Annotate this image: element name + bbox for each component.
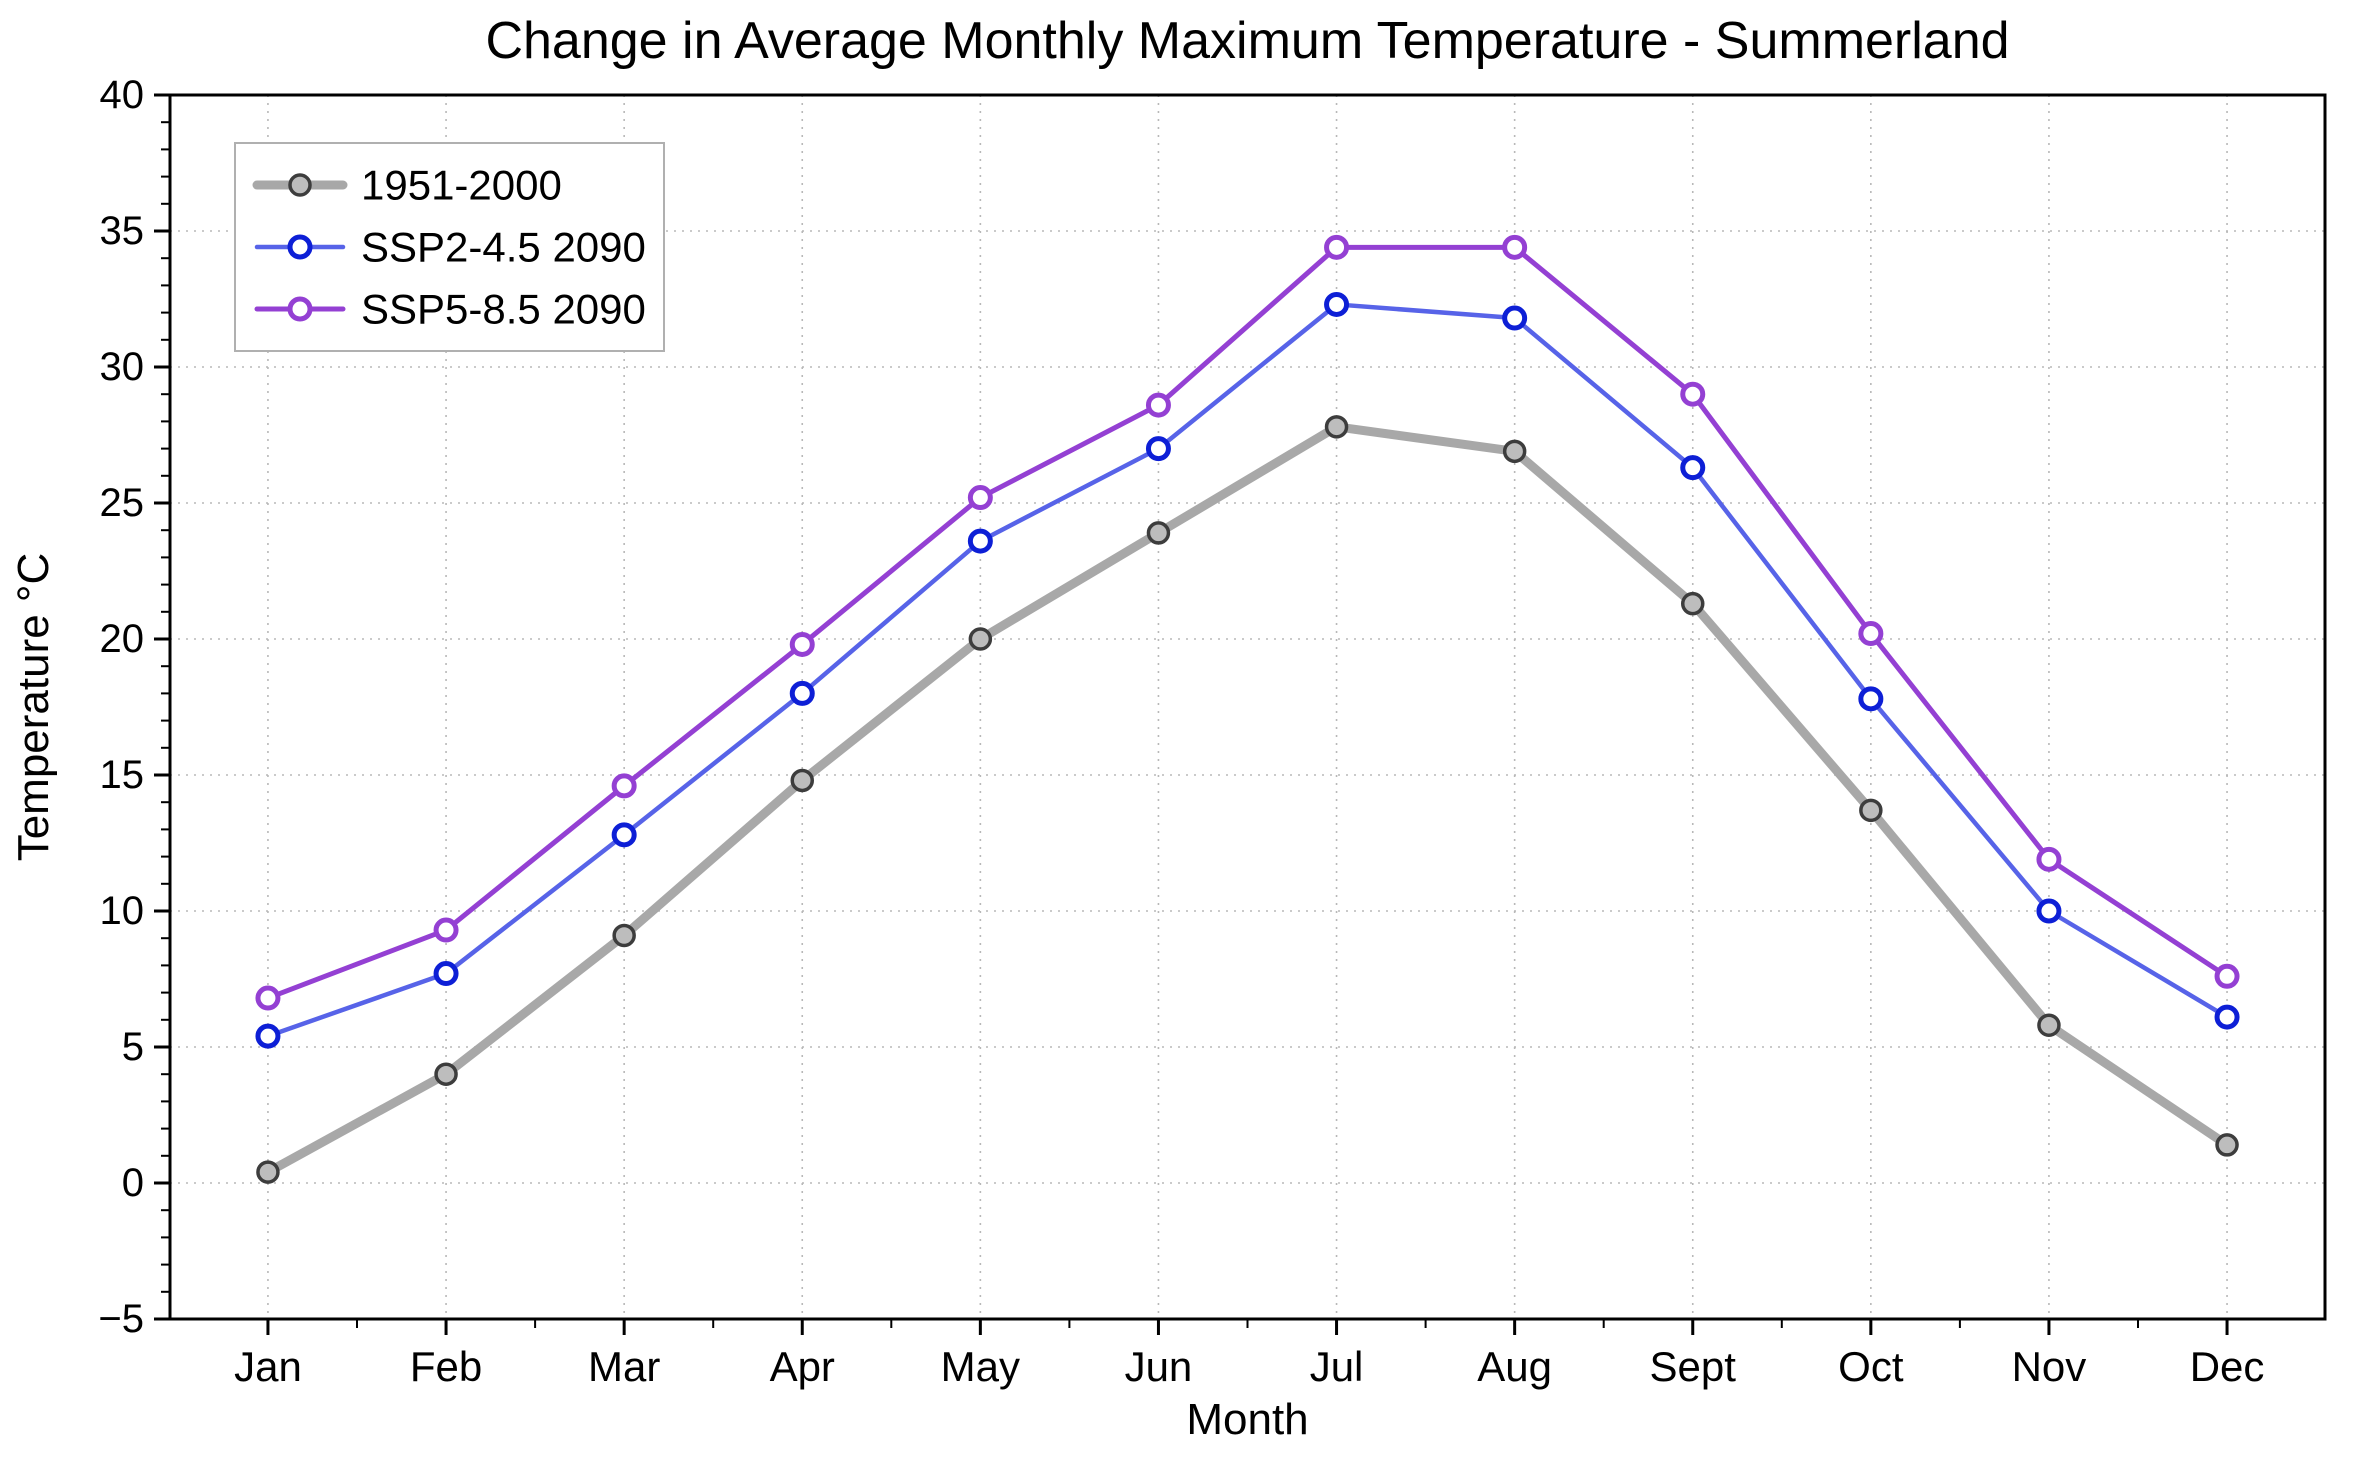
series-ssp5-8-5-2090: [255, 234, 2240, 1011]
y-tick-label: 40: [100, 73, 145, 117]
data-point-marker: [2036, 846, 2062, 872]
x-tick-label: Oct: [1838, 1343, 1904, 1390]
data-point-marker: [433, 961, 459, 987]
legend-item: SSP2-4.5 2090: [254, 224, 646, 271]
x-tick-label: Aug: [1477, 1343, 1552, 1390]
data-point-marker: [1680, 381, 1706, 407]
data-point-marker: [255, 985, 281, 1011]
legend-item: SSP5-8.5 2090: [254, 286, 646, 333]
x-tick-label: Jun: [1125, 1343, 1193, 1390]
y-tick-label: 20: [100, 617, 145, 661]
data-point-marker: [1858, 686, 1884, 712]
series-line: [263, 422, 2232, 1177]
data-point-marker: [2214, 963, 2240, 989]
data-point-marker: [968, 627, 993, 651]
data-point-marker: [2037, 1013, 2061, 1037]
y-tick-label: 5: [122, 1025, 144, 1069]
legend-item-label: SSP2-4.5 2090: [361, 224, 646, 271]
data-point-marker: [967, 528, 993, 554]
x-tick-label: Jan: [234, 1343, 302, 1390]
x-tick-label: Feb: [410, 1343, 482, 1390]
y-tick-label: 15: [100, 753, 145, 797]
data-point-marker: [967, 485, 993, 511]
data-point-marker: [1146, 521, 1171, 545]
y-tick-label: 10: [100, 889, 145, 933]
data-point-marker: [1324, 415, 1349, 439]
y-tick-label: −5: [98, 1297, 144, 1341]
data-point-marker: [1680, 591, 1705, 616]
x-tick-label: Jul: [1310, 1343, 1364, 1390]
data-point-marker: [2214, 1004, 2240, 1030]
ticks: −5 0 5 10 15 20 25 30 35 40 Jan Feb Mar Apr May Jun Jul A…: [98, 73, 2264, 1390]
data-point-marker: [1145, 392, 1171, 418]
data-point-marker: [789, 631, 815, 657]
x-tick-label: Dec: [2190, 1343, 2265, 1390]
legend-item-label: SSP5-8.5 2090: [361, 286, 646, 333]
y-axis-label: Temperature °C: [9, 553, 58, 862]
data-point-marker: [789, 680, 815, 706]
data-point-marker: [1502, 305, 1528, 331]
data-point-marker: [611, 822, 637, 848]
data-point-marker: [1859, 798, 1883, 823]
x-tick-label: Mar: [588, 1343, 660, 1390]
data-point-marker: [1324, 291, 1350, 317]
chart-title: Change in Average Monthly Maximum Temper…: [485, 12, 2009, 70]
x-tick-label: Sept: [1650, 1343, 1737, 1390]
data-point-marker: [433, 917, 459, 943]
x-tick-label: May: [941, 1343, 1020, 1390]
series-line: [265, 244, 2230, 1001]
data-point-marker: [1680, 455, 1706, 481]
series-1951-2000: [256, 415, 2239, 1184]
x-axis-label: Month: [1186, 1395, 1308, 1444]
y-tick-label: 0: [122, 1161, 144, 1205]
data-point-marker: [1502, 234, 1528, 260]
data-point-marker: [1324, 234, 1350, 260]
data-point-marker: [1858, 621, 1884, 647]
legend-sample-marker: [288, 173, 312, 197]
legend-item-label: 1951-2000: [361, 162, 562, 209]
y-tick-label: 25: [100, 481, 145, 525]
data-point-marker: [255, 1023, 281, 1049]
legend-item: 1951-2000: [252, 162, 562, 209]
y-tick-label: 35: [100, 209, 145, 253]
y-tick-label: 30: [100, 345, 145, 389]
data-point-marker: [256, 1160, 280, 1184]
legend-sample-marker: [287, 234, 313, 260]
data-point-marker: [790, 768, 815, 793]
data-point-marker: [612, 923, 636, 948]
data-point-marker: [434, 1062, 458, 1086]
series-ssp2-4-5-2090: [255, 291, 2240, 1049]
data-point-marker: [611, 773, 637, 799]
data-point-marker: [2036, 898, 2062, 924]
data-point-marker: [1145, 436, 1171, 462]
legend-sample-marker: [287, 296, 313, 322]
series-line: [265, 302, 2230, 1039]
legend: 1951-2000 SSP2-4.5 2090 SSP5-8.5 2090: [234, 142, 665, 352]
x-tick-label: Apr: [770, 1343, 835, 1390]
data-point-marker: [2215, 1133, 2239, 1157]
data-point-marker: [1502, 439, 1527, 464]
x-tick-label: Nov: [2012, 1343, 2087, 1390]
